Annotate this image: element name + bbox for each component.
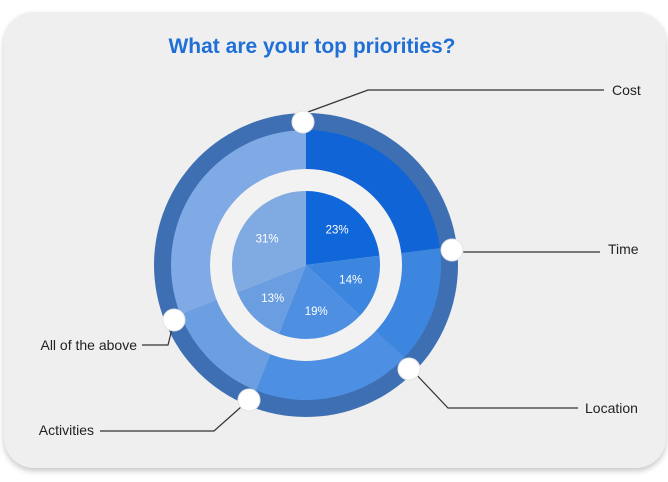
callout-line-cost xyxy=(307,89,604,113)
callout-line-activities xyxy=(100,398,251,432)
band-segment-activities xyxy=(180,300,271,391)
band-segment-all-of-the-above xyxy=(170,130,306,315)
pie-slice-cost xyxy=(306,191,380,265)
callout-line-location xyxy=(411,369,578,409)
callout-dot-time xyxy=(440,238,464,262)
band-segment-time xyxy=(375,248,441,358)
legend-label-all-of-the-above: All of the above xyxy=(40,337,137,353)
legend-label-location: Location xyxy=(585,400,638,416)
chart-title: What are your top priorities? xyxy=(168,35,456,58)
pct-label-all-of-the-above: 31% xyxy=(256,234,279,246)
pie-slice-all-of-the-above xyxy=(231,191,306,293)
legend-label-activities: Activities xyxy=(39,422,94,438)
pie-slice-location xyxy=(278,265,360,339)
pct-label-time: 14% xyxy=(339,275,362,287)
callout-dot-activities xyxy=(237,388,261,412)
pct-label-cost: 23% xyxy=(326,225,349,237)
pie-slice-time xyxy=(306,255,380,316)
pct-label-activities: 13% xyxy=(261,293,284,305)
legend-label-cost: Cost xyxy=(612,82,641,98)
band-segment-location xyxy=(256,330,405,401)
legend-label-time: Time xyxy=(608,241,639,257)
callout-dot-location xyxy=(397,357,421,381)
callout-dot-all-of-the-above xyxy=(162,308,186,332)
pie-slice-activities xyxy=(237,265,306,334)
pct-label-location: 19% xyxy=(305,306,328,318)
callout-dot-cost xyxy=(291,110,315,134)
band-segment-cost xyxy=(306,130,440,253)
